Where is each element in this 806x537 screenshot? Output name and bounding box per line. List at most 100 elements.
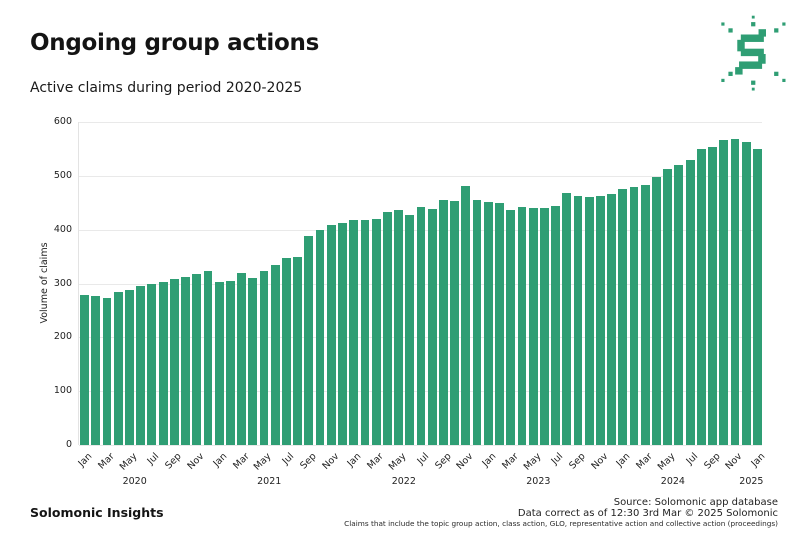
bar: [730, 138, 740, 445]
y-tick-label: 500: [53, 169, 72, 181]
gridline: [79, 445, 762, 446]
bar: [450, 201, 460, 445]
bar: [91, 296, 101, 445]
x-tick-label: Sep: [567, 451, 588, 472]
y-tick-label: 0: [65, 439, 72, 450]
bar: [382, 212, 392, 445]
bar: [708, 146, 717, 445]
x-tick-label: May: [521, 451, 543, 473]
bar: [551, 205, 560, 445]
y-tick-label: 200: [53, 331, 72, 343]
x-tick-label: Jan: [614, 451, 633, 470]
bar: [192, 274, 202, 445]
year-label: 2024: [660, 476, 685, 487]
y-tick-label: 300: [53, 277, 72, 289]
x-tick-label: Nov: [589, 451, 611, 472]
bar: [169, 279, 179, 445]
y-tick-label: 100: [53, 385, 72, 397]
x-tick-label: Jan: [749, 451, 768, 470]
bar: [427, 209, 437, 445]
bar: [125, 289, 134, 445]
bar: [113, 292, 123, 445]
x-tick-label: May: [655, 451, 678, 473]
x-tick-label: Jan: [345, 451, 364, 470]
x-tick-label: May: [117, 451, 140, 473]
x-tick-label: Jul: [549, 451, 566, 467]
x-tick-label: Sep: [701, 451, 723, 472]
bar: [573, 195, 583, 445]
bar: [225, 280, 235, 445]
x-tick-label: Nov: [723, 451, 745, 472]
bar: [349, 219, 359, 445]
bar: [674, 165, 684, 445]
year-label: 2020: [122, 476, 147, 487]
bar: [696, 148, 706, 445]
bar: [472, 200, 482, 445]
bar: [596, 196, 605, 445]
bar: [270, 265, 280, 445]
bar: [562, 193, 572, 445]
bar: [181, 276, 190, 445]
bar: [416, 207, 426, 445]
data-correct-note: Data correct as of 12:30 3rd Mar © 2025 …: [517, 507, 778, 519]
bar: [629, 186, 639, 445]
bar: [371, 218, 381, 445]
y-tick-label: 400: [53, 223, 72, 235]
bar: [338, 223, 347, 445]
bar: [663, 169, 673, 445]
x-tick-label: Jan: [76, 451, 95, 470]
bar: [584, 197, 594, 445]
x-tick-label: Nov: [320, 451, 342, 472]
plot-area: [78, 122, 762, 446]
x-tick-label: Mar: [365, 451, 386, 472]
x-tick-label: Nov: [454, 451, 476, 472]
bar: [719, 140, 729, 445]
bar: [293, 256, 303, 445]
year-label: 2025: [739, 476, 764, 487]
bar: [652, 176, 661, 445]
x-tick-label: May: [386, 451, 409, 473]
bar: [528, 208, 538, 445]
page-title: Ongoing group actions: [30, 30, 319, 56]
gridline: [79, 175, 762, 177]
bar: [282, 258, 291, 445]
bar: [248, 277, 258, 445]
x-tick-label: Mar: [634, 451, 656, 472]
bar: [618, 189, 628, 445]
bar: [685, 160, 695, 445]
bar: [360, 219, 370, 445]
bar: [214, 282, 224, 445]
bar: [203, 270, 213, 445]
bar: [495, 203, 504, 445]
bar: [506, 209, 516, 445]
bar: [315, 229, 325, 445]
x-tick-label: Jan: [479, 451, 499, 470]
gridline: [79, 122, 762, 123]
footer-attribution: Source: Solomonic app database Data corr…: [218, 497, 778, 528]
logo-svg: [721, 15, 786, 91]
page-subtitle: Active claims during period 2020-2025: [30, 80, 303, 96]
bar: [752, 148, 762, 445]
brand-footer: Solomonic Insights: [30, 505, 164, 520]
x-tick-label: Mar: [500, 451, 521, 472]
bar: [158, 281, 168, 445]
bar: [326, 225, 336, 445]
x-tick-label: Sep: [298, 451, 319, 472]
claims-note: Claims that include the topic group acti…: [344, 519, 778, 528]
bar: [439, 199, 448, 445]
x-tick-label: May: [252, 451, 274, 473]
bar: [147, 284, 157, 445]
year-label: 2021: [257, 476, 282, 487]
bar: [136, 285, 146, 445]
bar: [102, 298, 112, 445]
x-tick-label: Sep: [432, 451, 454, 472]
x-tick-label: Jul: [684, 451, 700, 467]
y-tick-label: 600: [53, 116, 72, 127]
bar: [517, 206, 527, 445]
x-tick-label: Nov: [185, 451, 207, 472]
bar: [304, 236, 314, 445]
bar: [741, 141, 751, 445]
bar: [405, 215, 415, 445]
